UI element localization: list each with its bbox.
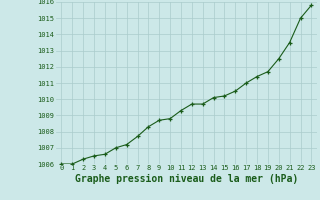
X-axis label: Graphe pression niveau de la mer (hPa): Graphe pression niveau de la mer (hPa) xyxy=(75,174,298,184)
